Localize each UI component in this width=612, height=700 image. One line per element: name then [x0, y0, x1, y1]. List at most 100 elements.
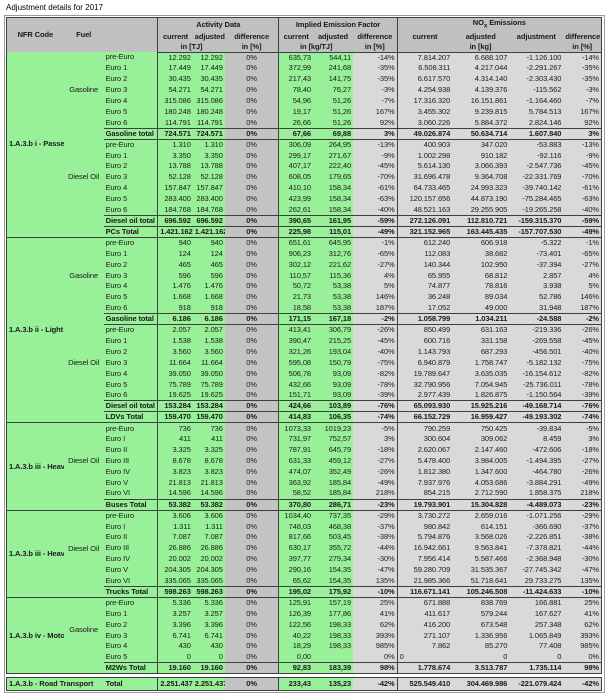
- table-row: Euro 3 52.128 52.128 0% 608,05 179,65 -70% 31.6…: [7, 171, 602, 183]
- table-row: Euro 5 283.400 283.400 0% 423,99 158,34 -63% 12…: [7, 193, 602, 205]
- value-cell: -24.588: [509, 313, 564, 326]
- fuel-cell-empty: [63, 313, 104, 325]
- value-cell: 0%: [224, 553, 279, 565]
- value-cell: 32.790.956: [396, 379, 453, 391]
- value-cell: 630,17: [278, 542, 313, 554]
- value-cell: 7.937.976: [396, 477, 453, 489]
- value-cell: -14%: [353, 52, 398, 63]
- value-cell: 4.139.376: [452, 84, 510, 96]
- value-cell: -157.707.530: [509, 225, 564, 238]
- value-cell: 157.847: [157, 182, 193, 194]
- table-row: Euro 4 315.086 315.086 0% 54,96 51,26 -7% 17.31…: [7, 95, 602, 107]
- value-cell: -45%: [563, 335, 602, 347]
- value-cell: 1.476: [192, 281, 225, 292]
- value-cell: 185,84: [312, 477, 354, 489]
- value-cell: -159.315.370: [509, 214, 564, 227]
- row-label: Euro VI: [103, 488, 158, 500]
- table-row: Euro 5 180.248 180.248 0% 19,17 51,26 167% 3.45…: [7, 106, 602, 118]
- value-cell: 2.977.439: [396, 390, 453, 401]
- value-cell: 0%: [224, 400, 279, 413]
- header-fuel: Fuel: [63, 17, 104, 52]
- value-cell: 74.877: [396, 281, 453, 292]
- value-cell: 2.057: [192, 324, 225, 336]
- row-label: Euro 6: [103, 302, 158, 314]
- value-cell: 290,16: [278, 564, 313, 576]
- value-cell: 506,78: [278, 368, 313, 380]
- value-cell: 5%: [563, 281, 602, 292]
- value-cell: 13.788: [192, 161, 225, 172]
- fuel-cell: Diesel Oil: [63, 510, 104, 587]
- table-row: 1.A.3.b iii - Heavy Duty Vehicle: Trucks…: [6, 510, 602, 598]
- table-row: Euro IV 20.002 20.002 0% 397,77 279,34 -30% 7.9…: [7, 553, 602, 565]
- nfr-cell: 1.A.3.b ii - Light Duty Vehicles (LDVs): [6, 237, 64, 424]
- value-cell: 696.592: [192, 214, 225, 227]
- value-cell: 363,92: [278, 477, 313, 489]
- row-label: Euro 2: [103, 73, 158, 85]
- value-cell: 19,17: [278, 106, 313, 118]
- value-cell: 52.786: [509, 291, 564, 303]
- value-cell: 0%: [224, 73, 279, 85]
- value-cell: 12.292: [192, 52, 225, 63]
- value-cell: 423,99: [278, 193, 313, 205]
- subtotal-row: Gasoline total 724.571 724.571 0% 67,66 69,88…: [7, 127, 602, 140]
- grand-total-row: 1.A.3.b - Road Transport Total 2.251.437 2.…: [6, 677, 602, 691]
- value-cell: 41%: [353, 608, 398, 620]
- value-cell: 0%: [224, 225, 279, 238]
- value-cell: 16.959.427: [452, 411, 510, 424]
- value-cell: 910.182: [452, 150, 510, 162]
- value-cell: 29.733.275: [509, 575, 564, 587]
- value-cell: 53.382: [192, 498, 225, 511]
- value-cell: 0%: [224, 346, 279, 358]
- value-cell: 51.718.641: [452, 575, 510, 587]
- value-cell: 98%: [563, 662, 602, 675]
- value-cell: 525.549.410: [396, 677, 453, 691]
- value-cell: 474,07: [278, 466, 313, 478]
- value-cell: 645,79: [312, 444, 354, 456]
- value-cell: 66.152.729: [396, 411, 453, 424]
- value-cell: 3.325: [192, 444, 225, 456]
- row-label: Euro 5: [103, 651, 158, 663]
- value-cell: 31.696.478: [396, 171, 453, 183]
- value-cell: 0%: [224, 585, 279, 598]
- fuel-cell-empty: [63, 411, 104, 424]
- value-cell: 11.664: [192, 357, 225, 369]
- value-cell: -2.291.267: [509, 62, 564, 74]
- table-row: Euro 2 465 465 0% 302,12 221,62 -27% 140.344 102…: [7, 259, 602, 271]
- table-row: Euro 3 596 596 0% 110,57 115,36 4% 65.955 68.812…: [7, 270, 602, 282]
- value-cell: 0%: [224, 106, 279, 118]
- value-cell: 0%: [563, 651, 602, 663]
- grand-total-label: Total: [103, 677, 158, 691]
- value-cell: 218%: [563, 488, 602, 500]
- fuel-cell-empty: [63, 215, 104, 227]
- value-cell: -3%: [563, 84, 602, 96]
- value-cell: 222,40: [312, 161, 354, 172]
- value-cell: [312, 651, 354, 663]
- value-cell: 0%: [224, 171, 279, 183]
- value-cell: -4.489.073: [509, 498, 564, 511]
- table-row: Euro 4 157.847 157.847 0% 410,10 158,34 -61% 64…: [7, 182, 602, 194]
- value-cell: 465: [157, 259, 193, 271]
- value-cell: 49.000: [452, 302, 510, 314]
- value-cell: 2.659.016: [452, 510, 510, 522]
- value-cell: 3.730.272: [396, 510, 453, 522]
- value-cell: 54.271: [192, 84, 225, 96]
- value-cell: -40%: [563, 346, 602, 358]
- value-cell: 257.348: [509, 619, 564, 631]
- value-cell: 167,18: [312, 313, 354, 326]
- value-cell: 631,33: [278, 455, 313, 467]
- value-cell: 141,75: [312, 73, 354, 85]
- value-cell: 76,27: [312, 84, 354, 96]
- grand-total-table: 1.A.3.b - Road Transport Total 2.251.437 2.…: [6, 677, 602, 692]
- value-cell: 579.244: [452, 608, 510, 620]
- value-cell: 7.956.414: [396, 553, 453, 565]
- value-cell: 645,95: [312, 237, 354, 249]
- value-cell: 347.020: [452, 139, 510, 151]
- fuel-cell: Gasoline: [63, 237, 104, 314]
- value-cell: 39.050: [157, 368, 193, 380]
- row-label: pre-Euro: [103, 324, 158, 336]
- value-cell: -1.126.100: [509, 52, 564, 63]
- value-cell: 26,66: [278, 117, 313, 129]
- row-label: Euro 4: [103, 640, 158, 652]
- value-cell: 125,91: [278, 597, 313, 609]
- value-cell: -70%: [563, 171, 602, 183]
